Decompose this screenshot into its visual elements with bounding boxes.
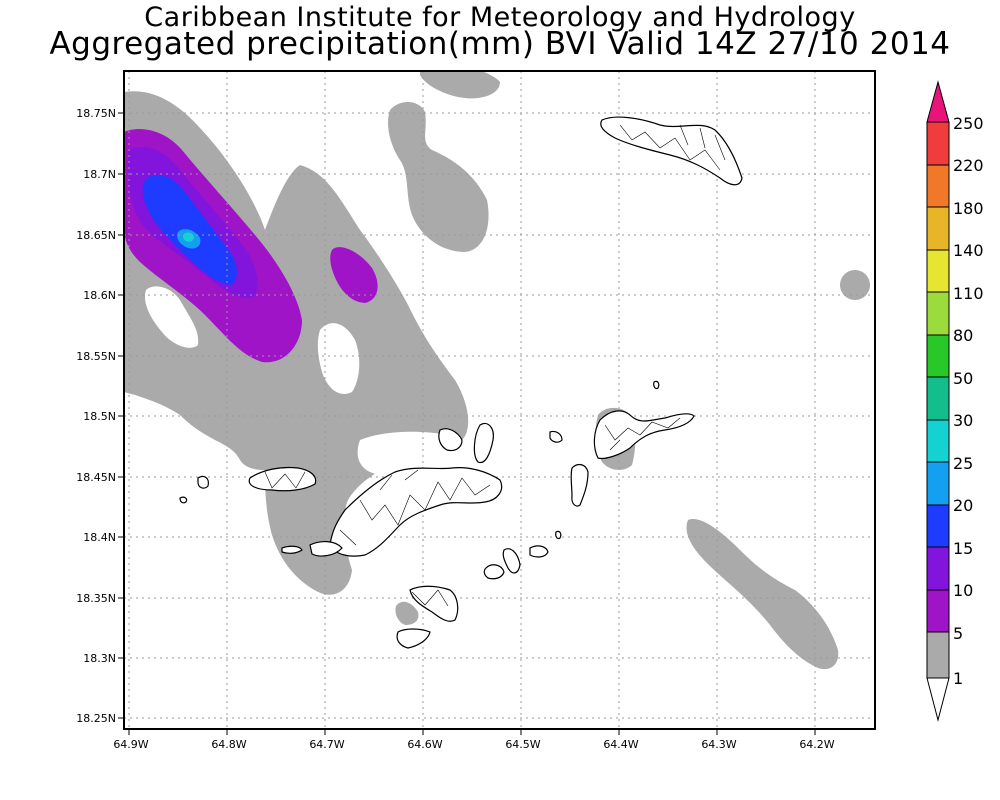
x-tick-label: 64.9W bbox=[113, 738, 148, 751]
y-tick-label: 18.35N bbox=[76, 592, 116, 605]
island-tortola bbox=[329, 467, 503, 557]
colorbar-band-110-140 bbox=[926, 249, 950, 293]
colorbar-band-180-220 bbox=[926, 164, 950, 208]
precip-area-1-5mm bbox=[388, 101, 489, 252]
y-tick-label: 18.7N bbox=[83, 168, 116, 181]
colorbar-top-triangle bbox=[926, 80, 950, 123]
island-east bbox=[281, 545, 303, 554]
island-anegada bbox=[600, 116, 743, 186]
colorbar-band-1-5 bbox=[926, 631, 950, 679]
colorbar-band-140-180 bbox=[926, 206, 950, 251]
colorbar-label: 250 bbox=[953, 114, 984, 133]
colorbar bbox=[926, 80, 950, 722]
colorbar-band-15-20 bbox=[926, 504, 950, 548]
y-axis bbox=[118, 112, 124, 719]
colorbar-label: 80 bbox=[953, 326, 973, 345]
x-tick-label: 64.5W bbox=[505, 738, 540, 751]
precip-area-5-10mm bbox=[330, 247, 378, 303]
colorbar-labels: 250 220 180 140 110 80 50 30 25 20 15 10… bbox=[953, 114, 984, 688]
colorbar-band-220-250 bbox=[926, 121, 950, 166]
colorbar-label: 180 bbox=[953, 199, 984, 218]
y-tick-label: 18.6N bbox=[83, 289, 116, 302]
island-guana bbox=[473, 422, 494, 464]
colorbar-label: 110 bbox=[953, 284, 984, 303]
plot-frame bbox=[123, 70, 876, 730]
x-tick-label: 64.4W bbox=[603, 738, 638, 751]
island-virgin-gorda bbox=[593, 410, 695, 460]
colorbar-label: 15 bbox=[953, 539, 973, 558]
x-tick-label: 64.2W bbox=[799, 738, 834, 751]
island-ginger bbox=[502, 548, 521, 574]
island-subdivisions bbox=[264, 124, 726, 607]
chart-subtitle: Aggregated precipitation(mm) BVI Valid 1… bbox=[49, 26, 951, 62]
precip-area-1-5mm bbox=[420, 71, 500, 99]
island-norman bbox=[409, 585, 459, 622]
x-axis bbox=[128, 729, 816, 735]
y-tick-label: 18.55N bbox=[76, 350, 116, 363]
colorbar-label: 220 bbox=[953, 156, 984, 175]
colorbar-label: 20 bbox=[953, 496, 973, 515]
no-precip-hole bbox=[317, 323, 360, 394]
colorbar-label: 10 bbox=[953, 581, 973, 600]
island-dot2 bbox=[555, 530, 562, 540]
chart-title: Caribbean Institute for Meteorology and … bbox=[144, 2, 856, 33]
precip-area-1-5mm bbox=[686, 519, 839, 670]
colorbar-band-20-25 bbox=[926, 461, 950, 506]
island-tiny bbox=[179, 496, 188, 504]
y-tick-label: 18.45N bbox=[76, 471, 116, 484]
island-peter bbox=[396, 628, 431, 649]
colorbar-band-25-30 bbox=[926, 419, 950, 463]
colorbar-label: 25 bbox=[953, 454, 973, 473]
x-tick-labels: 64.9W 64.8W 64.7W 64.6W 64.5W 64.4W 64.3… bbox=[113, 738, 834, 751]
x-tick-label: 64.7W bbox=[309, 738, 344, 751]
y-tick-label: 18.65N bbox=[76, 229, 116, 242]
x-tick-label: 64.6W bbox=[407, 738, 442, 751]
colorbar-label: 1 bbox=[953, 669, 963, 688]
lat-lon-grid bbox=[124, 71, 875, 729]
colorbar-label: 50 bbox=[953, 369, 973, 388]
colorbar-label: 30 bbox=[953, 411, 973, 430]
colorbar-band-30-50 bbox=[926, 376, 950, 421]
island-west-cay bbox=[309, 541, 343, 557]
precipitation-layer bbox=[124, 71, 875, 729]
precip-area-1-5mm bbox=[395, 601, 419, 625]
y-tick-label: 18.5N bbox=[83, 410, 116, 423]
colorbar-band-80-110 bbox=[926, 291, 950, 336]
island-dot bbox=[653, 380, 660, 390]
colorbar-band-50-80 bbox=[926, 334, 950, 378]
y-tick-label: 18.3N bbox=[83, 652, 116, 665]
y-tick-label: 18.25N bbox=[76, 712, 116, 725]
colorbar-bottom-triangle bbox=[926, 677, 950, 722]
islands bbox=[179, 116, 743, 649]
x-tick-label: 64.8W bbox=[211, 738, 246, 751]
island-chain bbox=[570, 463, 589, 507]
no-precip-hole bbox=[144, 286, 199, 348]
x-tick-label: 64.3W bbox=[701, 738, 736, 751]
y-tick-label: 18.75N bbox=[76, 107, 116, 120]
island-salt bbox=[529, 545, 549, 558]
island-little bbox=[549, 430, 563, 443]
island-sandy bbox=[197, 475, 209, 489]
y-tick-label: 18.4N bbox=[83, 531, 116, 544]
island-beef bbox=[438, 428, 463, 452]
island-cooper bbox=[483, 564, 505, 580]
colorbar-label: 140 bbox=[953, 241, 984, 260]
colorbar-band-10-15 bbox=[926, 546, 950, 591]
colorbar-label: 5 bbox=[953, 624, 963, 643]
colorbar-band-5-10 bbox=[926, 589, 950, 633]
precip-area-1-5mm bbox=[840, 270, 870, 300]
y-tick-labels: 18.75N 18.7N 18.65N 18.6N 18.55N 18.5N 1… bbox=[76, 107, 116, 725]
